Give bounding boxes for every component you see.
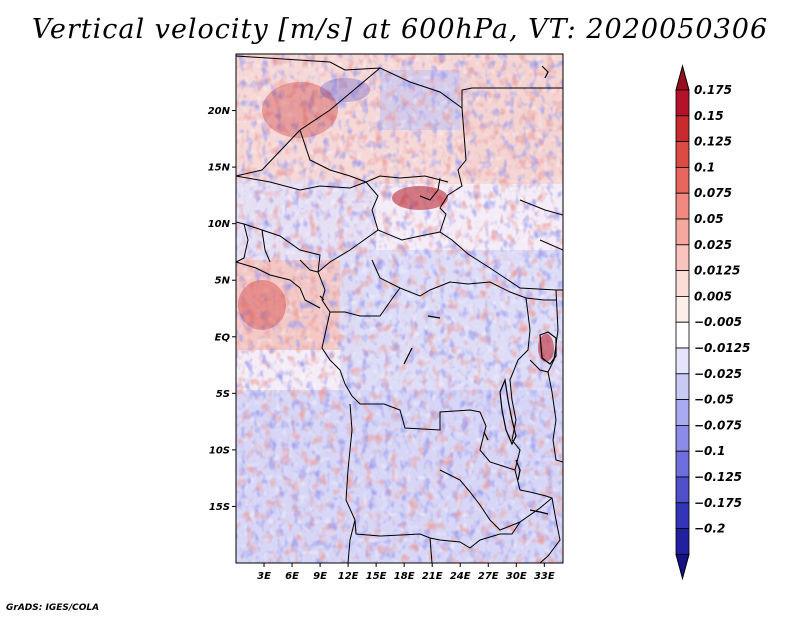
grads-credit: GrADS: IGES/COLA xyxy=(6,603,100,613)
lat-tick-label: 5S xyxy=(216,389,230,400)
colorbar-label: −0.075 xyxy=(694,418,742,432)
lon-tick-label: 3E xyxy=(257,571,271,582)
colorbar-label: 0.05 xyxy=(694,212,724,226)
colorbar-bottom-arrow xyxy=(675,553,690,581)
colorbar-swatch xyxy=(675,295,690,323)
colorbar-swatch xyxy=(675,424,690,452)
colorbar-swatch xyxy=(675,192,690,220)
colorbar-swatch xyxy=(675,502,690,529)
country-borders xyxy=(236,55,563,563)
lat-tick-label: 20N xyxy=(208,106,231,117)
lakes xyxy=(319,65,557,515)
map-title: Vertical velocity [m/s] at 600hPa, VT: 2… xyxy=(31,14,769,45)
colorbar-label: −0.2 xyxy=(694,522,725,536)
colorbar-swatch xyxy=(675,89,690,117)
longitude-axis: 3E 6E 9E 12E 15E 18E 21E 24E 27E 30E 33E xyxy=(257,563,555,582)
colorbar-label: 0.005 xyxy=(694,289,732,303)
colorbar-swatch xyxy=(675,528,690,555)
colorbar-swatch xyxy=(675,166,690,194)
colorbar-label: 0.075 xyxy=(694,186,732,200)
colorbar: 0.175 0.15 0.125 0.1 0.075 0.05 0.025 0.0125 0.0… xyxy=(675,64,750,581)
colorbar-swatch xyxy=(675,141,690,168)
colorbar-label: 0.175 xyxy=(694,83,732,97)
colorbar-label: −0.125 xyxy=(694,470,742,484)
lon-tick-label: 27E xyxy=(478,571,499,582)
colorbar-swatch xyxy=(675,347,690,375)
colorbar-label: 0.025 xyxy=(694,238,732,252)
lon-tick-label: 15E xyxy=(366,571,387,582)
lon-tick-label: 6E xyxy=(285,571,299,582)
lat-tick-label: 15S xyxy=(209,502,230,513)
map-frame xyxy=(235,53,564,564)
colorbar-label: 0.1 xyxy=(694,160,715,174)
colorbar-label: 0.0125 xyxy=(694,264,740,278)
lon-tick-label: 30E xyxy=(506,571,527,582)
lon-tick-label: 24E xyxy=(450,571,471,582)
colorbar-label: −0.175 xyxy=(694,496,742,510)
colorbar-top-arrow xyxy=(675,64,690,91)
vertical-velocity-field xyxy=(236,54,563,563)
colorbar-label: −0.1 xyxy=(694,444,725,458)
colorbar-label: −0.05 xyxy=(694,393,734,407)
colorbar-label: −0.005 xyxy=(694,315,742,329)
colorbar-swatch xyxy=(675,244,690,272)
latitude-axis: 20N 15N 10N 5N EQ 5S 10S 15S xyxy=(208,106,236,513)
lat-tick-label: EQ xyxy=(215,332,231,343)
lat-tick-label: 10S xyxy=(209,445,230,456)
colorbar-swatch xyxy=(675,115,690,143)
colorbar-swatch xyxy=(675,270,690,297)
colorbar-swatch xyxy=(675,476,690,504)
lon-tick-label: 9E xyxy=(313,571,327,582)
colorbar-label: −0.025 xyxy=(694,367,742,381)
lat-tick-label: 10N xyxy=(208,219,231,230)
lon-tick-label: 12E xyxy=(338,571,359,582)
colorbar-swatch xyxy=(675,450,690,478)
colorbar-label: 0.15 xyxy=(694,109,724,123)
lon-tick-label: 21E xyxy=(422,571,443,582)
lat-tick-label: 5N xyxy=(215,276,231,287)
colorbar-swatch xyxy=(675,399,690,426)
lon-tick-label: 18E xyxy=(394,571,415,582)
colorbar-swatch xyxy=(675,218,690,246)
colorbar-swatch xyxy=(675,373,690,400)
colorbar-label: −0.0125 xyxy=(694,341,750,355)
colorbar-swatch xyxy=(675,321,690,349)
lon-tick-label: 33E xyxy=(534,571,555,582)
colorbar-label: 0.125 xyxy=(694,135,732,149)
lat-tick-label: 15N xyxy=(208,163,231,174)
